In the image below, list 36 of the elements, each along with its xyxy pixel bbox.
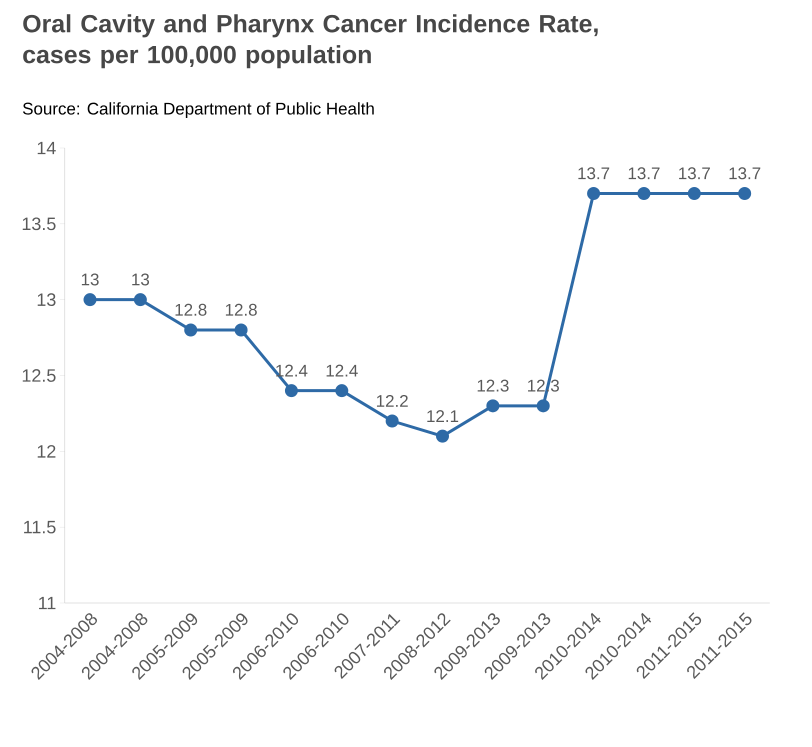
data-label: 13.7 <box>628 167 660 180</box>
y-tick-label: 12 <box>38 445 56 458</box>
point <box>335 384 348 398</box>
chart-title: Oral Cavity and Pharynx Cancer Incidence Rate, cases per 100,000 population <box>23 14 598 68</box>
point <box>184 324 198 336</box>
data-label: 13 <box>82 273 99 286</box>
point <box>587 187 600 200</box>
data-label: 12.8 <box>176 304 206 316</box>
point <box>486 399 500 412</box>
data-label: 13 <box>132 273 150 286</box>
point <box>234 324 248 336</box>
point <box>436 430 450 443</box>
data-label: 12.1 <box>427 410 458 422</box>
y-tick-label: 11.5 <box>24 520 56 534</box>
point <box>738 187 752 200</box>
data-label: 12.2 <box>376 394 408 407</box>
y-tick-label: 13 <box>38 293 56 306</box>
data-label: 13.7 <box>578 167 610 180</box>
point <box>637 187 650 200</box>
chart-subtitle: Source: California Department of Public Health <box>22 102 374 118</box>
y-tick-label: 11 <box>39 596 56 610</box>
data-label: 12.8 <box>226 304 257 316</box>
point <box>536 399 550 412</box>
data-label: 13.7 <box>729 167 760 180</box>
point <box>386 414 399 428</box>
y-tick-label: 14 <box>38 142 56 154</box>
point <box>688 187 701 200</box>
point <box>134 293 147 306</box>
data-label: 12.4 <box>326 364 358 376</box>
point <box>84 293 97 306</box>
data-label: 12.3 <box>478 380 509 392</box>
data-label: 13.7 <box>679 167 710 180</box>
y-tick-label: 12.5 <box>22 369 56 382</box>
point <box>284 384 298 398</box>
data-label: 12.4 <box>276 364 308 376</box>
y-tick-label: 13.5 <box>22 217 56 230</box>
